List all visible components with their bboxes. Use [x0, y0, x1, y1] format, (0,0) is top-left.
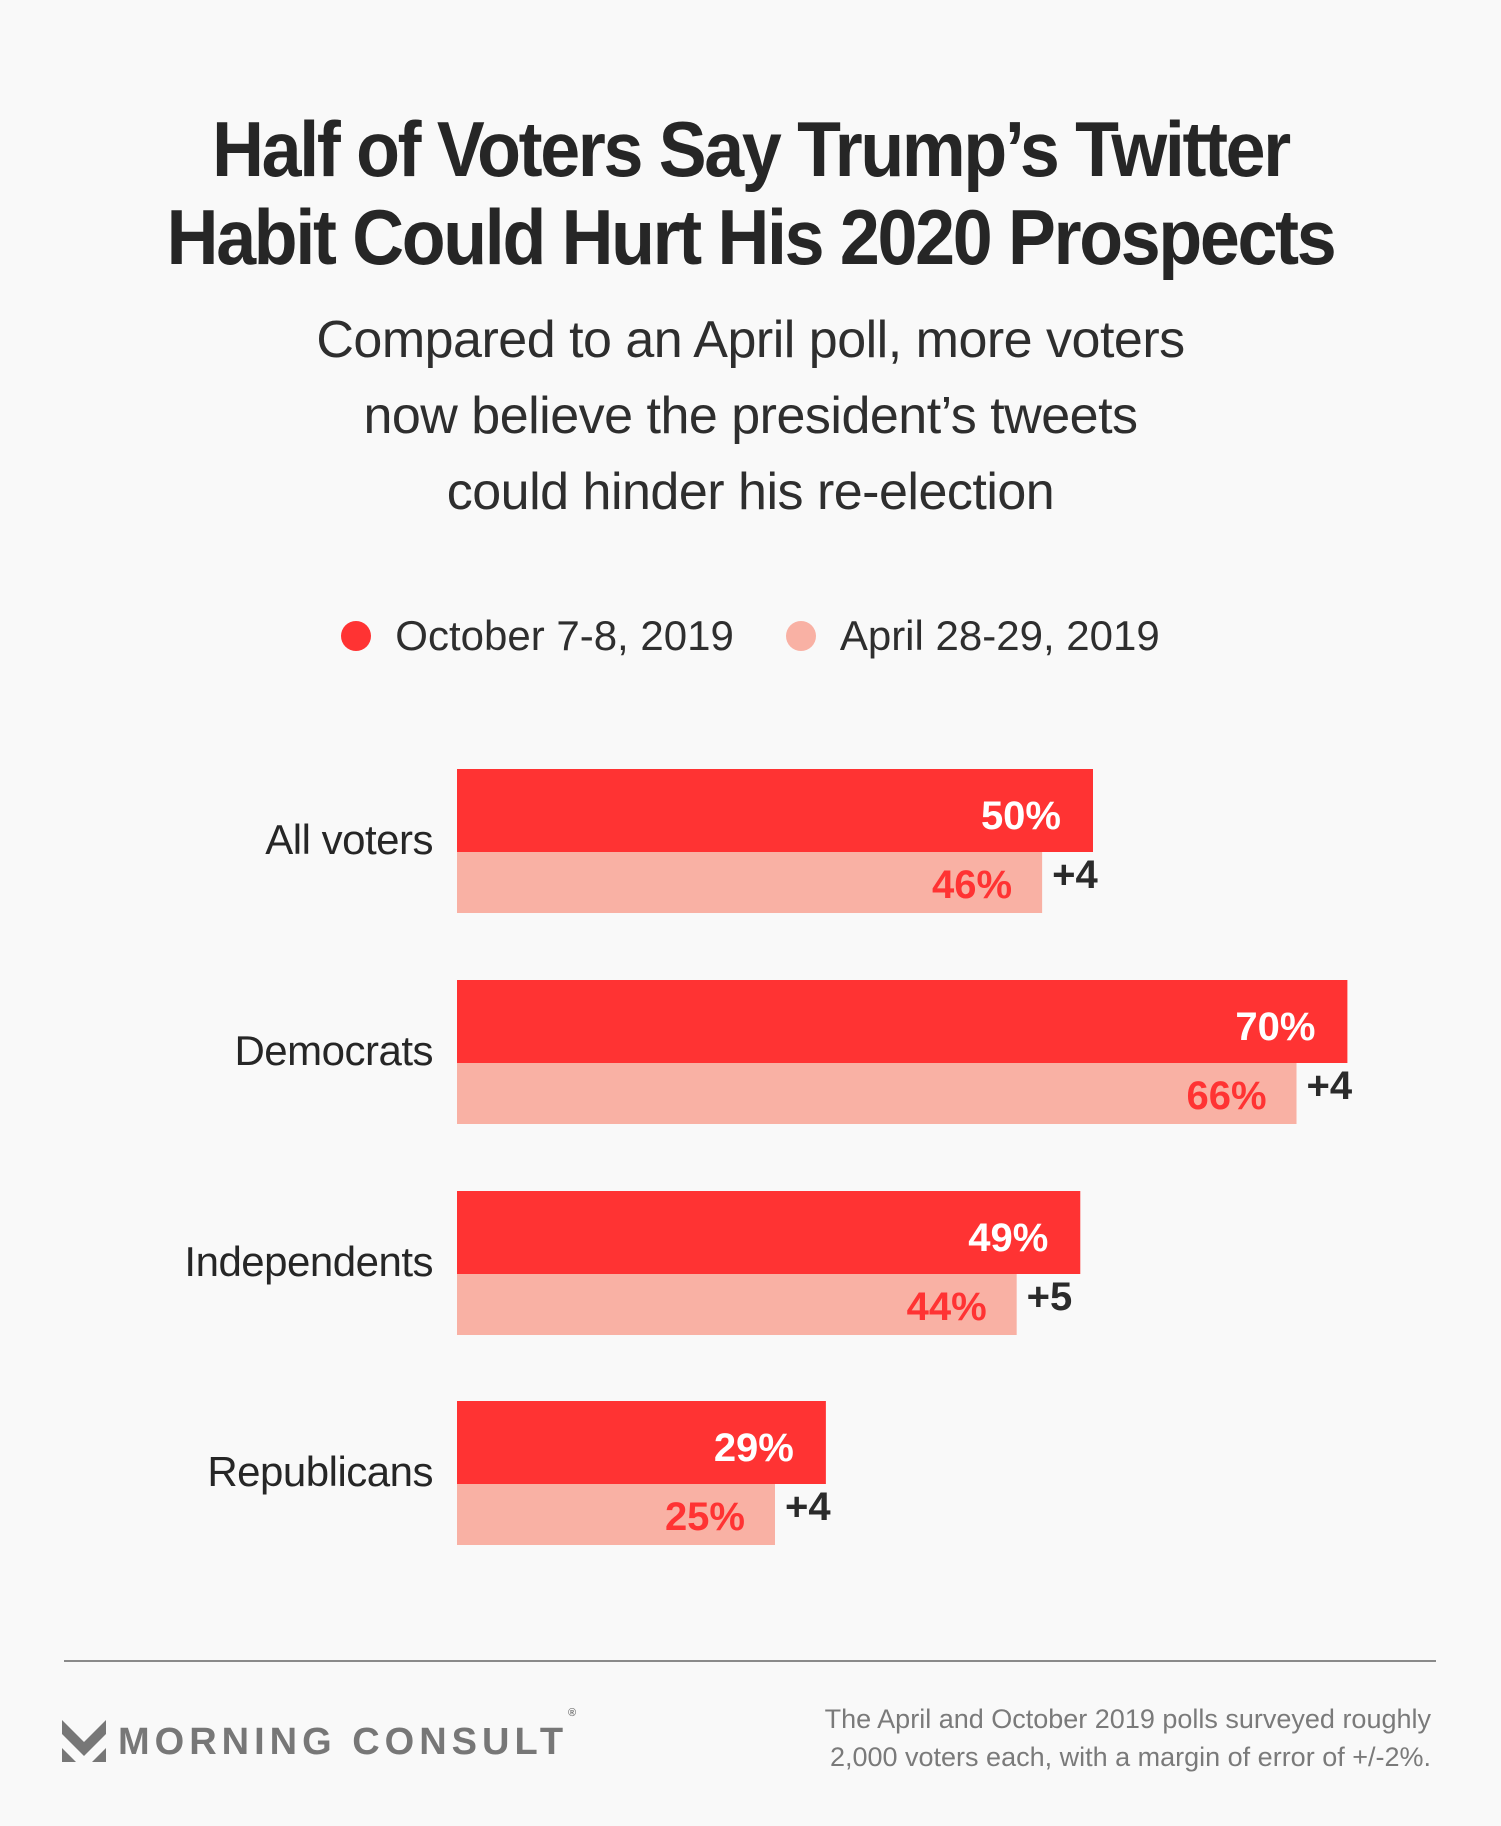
category-label: Republicans [207, 1448, 433, 1495]
legend-item-october: October 7-8, 2019 [341, 612, 734, 660]
category-label: Democrats [234, 1027, 433, 1074]
legend: October 7-8, 2019 April 28-29, 2019 [0, 612, 1501, 660]
subtitle-line-2: now believe the president’s tweets [363, 387, 1138, 445]
bar-label-april: 66% [1186, 1074, 1266, 1118]
bar-april [457, 1063, 1297, 1124]
bar-label-april: 25% [665, 1495, 745, 1539]
bar-october [457, 769, 1093, 852]
bar-label-october: 29% [714, 1426, 794, 1470]
chart-title: Half of Voters Say Trump’s Twitter Habit… [60, 105, 1441, 281]
title-line-2: Habit Could Hurt His 2020 Prospects [166, 193, 1337, 281]
bar-october [457, 1191, 1081, 1274]
legend-swatch-october [341, 621, 372, 651]
registered-mark: ® [568, 1706, 577, 1719]
morning-consult-logo: MORNING CONSULT® [62, 1707, 576, 1764]
title-line-1: Half of Voters Say Trump’s Twitter [212, 105, 1291, 193]
chart-subtitle: Compared to an April poll, more voters n… [0, 302, 1501, 530]
legend-label-april: April 28-29, 2019 [839, 612, 1160, 659]
category-label: Independents [184, 1238, 433, 1285]
bar-october [457, 980, 1348, 1063]
brand-name: MORNING CONSULT® [118, 1707, 576, 1764]
change-label: +4 [1307, 1064, 1353, 1108]
bar-chart: All voters 50% 46% +4 Democrats 70% 66% +4 Indep… [184, 769, 1353, 1545]
legend-swatch-april [785, 621, 816, 651]
footer-divider [64, 1660, 1436, 1662]
note-line-1: The April and October 2019 polls surveye… [824, 1704, 1431, 1734]
legend-item-april: April 28-29, 2019 [785, 612, 1160, 660]
bar-label-october: 50% [981, 794, 1061, 838]
bar-april [457, 852, 1043, 913]
bar-label-october: 49% [968, 1216, 1048, 1260]
bar-april [457, 1274, 1017, 1335]
note-line-2: 2,000 voters each, with a margin of erro… [829, 1742, 1431, 1772]
brand-text: MORNING CONSULT [118, 1720, 569, 1763]
change-label: +4 [1052, 853, 1098, 897]
subtitle-line-3: could hinder his re-election [446, 463, 1055, 521]
bar-label-april: 44% [907, 1285, 987, 1329]
bar-label-october: 70% [1235, 1005, 1315, 1049]
methodology-note: The April and October 2019 polls surveye… [825, 1700, 1431, 1776]
category-label: All voters [265, 816, 433, 863]
bar-april [457, 1484, 775, 1545]
legend-label-october: October 7-8, 2019 [395, 612, 734, 659]
change-label: +4 [785, 1485, 831, 1529]
bar-label-april: 46% [932, 863, 1012, 907]
bar-october [457, 1401, 826, 1484]
change-label: +5 [1027, 1275, 1073, 1319]
subtitle-line-1: Compared to an April poll, more voters [316, 311, 1185, 369]
morning-consult-m-icon [62, 1720, 106, 1762]
